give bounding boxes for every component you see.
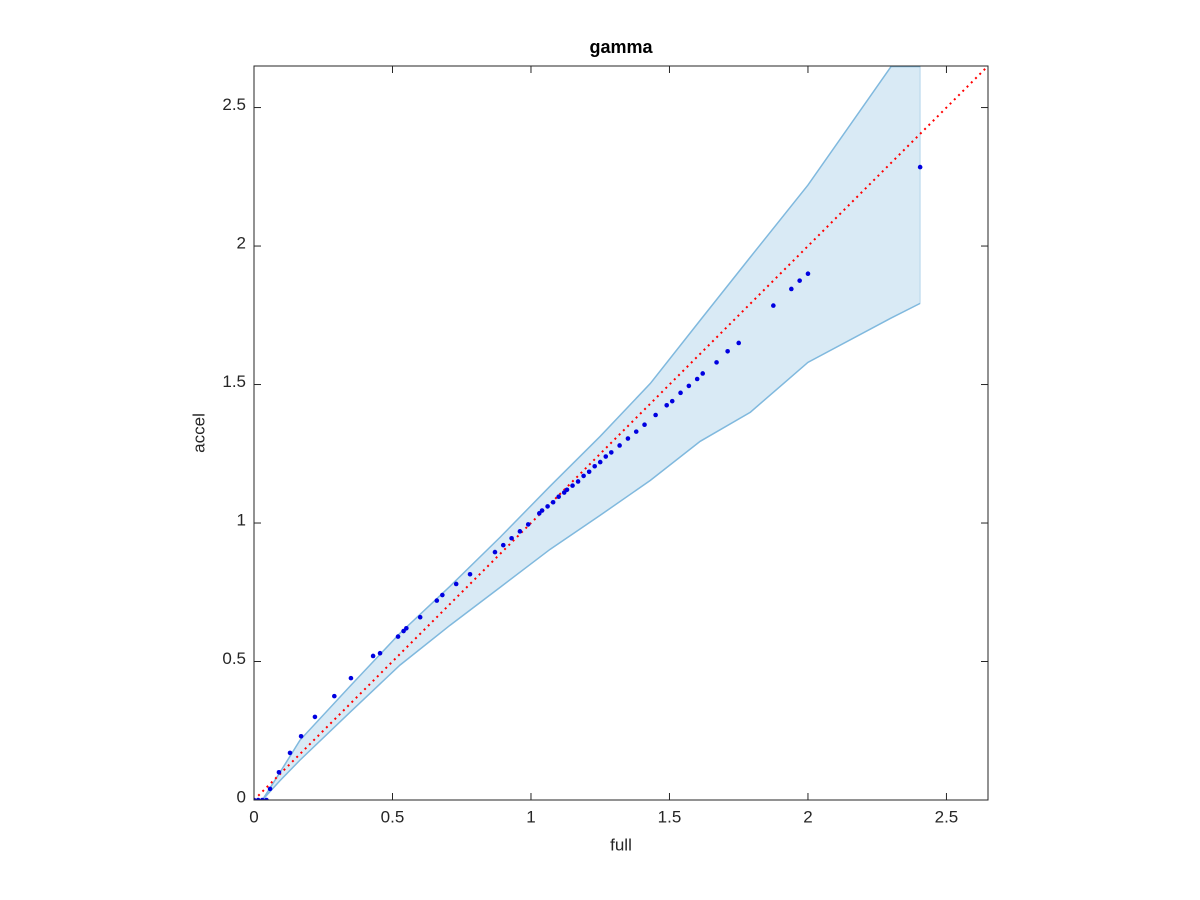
reference-line (254, 66, 988, 800)
y-tick-label: 0 (237, 787, 246, 806)
data-point (797, 278, 802, 283)
data-point (404, 625, 409, 631)
data-point (625, 436, 631, 441)
data-point (517, 529, 523, 534)
data-point (686, 383, 692, 389)
data-point (260, 797, 265, 800)
data-point (653, 412, 658, 418)
data-point (736, 340, 742, 346)
data-point (492, 549, 498, 555)
data-point (545, 504, 550, 509)
y-tick-label: 2 (237, 234, 246, 253)
data-point (570, 483, 575, 488)
x-tick-label: 0 (249, 807, 258, 826)
data-point (276, 770, 282, 775)
data-point (298, 733, 304, 739)
data-point (539, 508, 545, 513)
data-point (525, 522, 531, 527)
chart-title: gamma (589, 37, 653, 57)
y-tick-label: 2.5 (222, 95, 246, 114)
data-point (581, 473, 586, 479)
data-point (370, 653, 376, 659)
data-point (700, 371, 706, 376)
data-point (348, 675, 354, 681)
band-lower-edge (261, 302, 921, 800)
x-axis-label: full (610, 835, 632, 854)
plot-area (254, 66, 988, 800)
data-point (603, 454, 609, 459)
y-axis-label: accel (189, 413, 208, 453)
data-point (264, 797, 269, 800)
data-point (434, 598, 440, 603)
data-point (550, 499, 556, 505)
data-point (254, 797, 257, 800)
data-point (694, 376, 700, 382)
data-point (917, 164, 923, 170)
x-tick-label: 2 (803, 807, 812, 826)
data-point (609, 450, 614, 455)
data-point (669, 398, 675, 404)
data-point (377, 650, 383, 656)
data-point (564, 487, 570, 493)
x-tick-label: 1.5 (658, 807, 682, 826)
x-tick-label: 0.5 (381, 807, 405, 826)
data-point (805, 271, 811, 277)
data-point (664, 403, 670, 408)
data-point (267, 786, 273, 792)
data-point (714, 360, 719, 365)
data-point (440, 592, 445, 598)
data-point (500, 542, 506, 548)
data-point (642, 422, 647, 427)
data-point (678, 390, 683, 396)
data-point (617, 443, 622, 448)
data-point (255, 797, 261, 800)
data-point (312, 714, 318, 720)
data-point (575, 479, 581, 484)
data-point (789, 286, 794, 292)
data-point (556, 494, 561, 500)
data-point (633, 429, 639, 434)
axes: 0 0.5 1 1.5 2 2.5 0 0.5 1 1.5 2 2.5 (222, 65, 989, 826)
data-point (332, 693, 337, 699)
data-point (597, 459, 603, 465)
x-tick-label: 1 (526, 807, 535, 826)
data-point (771, 303, 776, 308)
axes-box (253, 65, 989, 801)
data-point (509, 535, 514, 541)
data-point (395, 634, 401, 639)
data-point (287, 750, 293, 756)
y-tick-label: 0.5 (222, 649, 246, 668)
data-point (467, 571, 473, 577)
data-point (586, 469, 592, 475)
x-tick-label: 2.5 (935, 807, 959, 826)
confidence-band (262, 66, 921, 800)
data-point (592, 463, 597, 469)
band-upper-edge (261, 66, 921, 800)
y-tick-label: 1 (237, 511, 246, 530)
y-tick-label: 1.5 (222, 372, 246, 391)
data-point (453, 581, 459, 587)
data-point (725, 348, 730, 354)
data-point (417, 614, 423, 620)
